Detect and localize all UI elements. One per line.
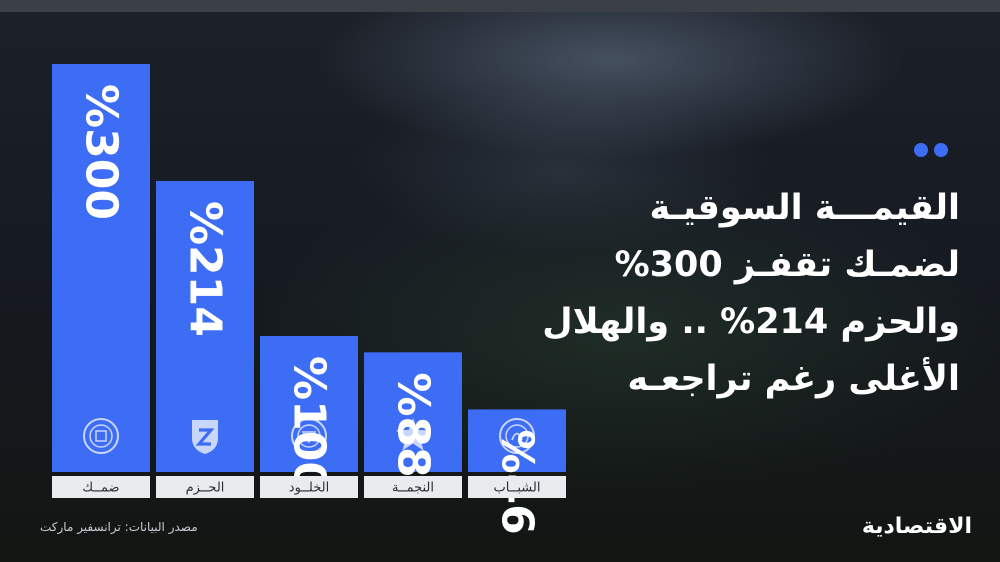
bar-value-label: %214 xyxy=(180,201,231,337)
category-label: الخلــود xyxy=(289,481,329,496)
al-najma-star-logo-icon xyxy=(395,418,431,451)
headline: القيمـــة السوقيـة لضمـك تقفـز 300% والح… xyxy=(542,180,960,408)
bar-value-label: %300 xyxy=(76,84,127,220)
bar xyxy=(260,336,358,472)
headline-line-4: الأغلى رغم تراجعـه xyxy=(627,359,960,399)
al-shabab-logo-icon xyxy=(499,418,535,454)
bar xyxy=(364,352,462,472)
dot-icon xyxy=(934,143,948,157)
decorative-dots xyxy=(914,143,948,157)
data-source: مصدر البيانات: ترانسفير ماركت xyxy=(40,520,198,534)
al-kholood-logo-icon xyxy=(291,418,327,454)
category-label-box xyxy=(364,476,462,498)
bar-value-label: %100 xyxy=(284,356,335,492)
bar xyxy=(52,64,150,472)
category-label-box xyxy=(156,476,254,498)
category-label-box xyxy=(52,476,150,498)
dot-icon xyxy=(914,143,928,157)
top-bar xyxy=(0,0,1000,12)
headline-line-3: والحزم 214% .. والهلال xyxy=(542,302,960,342)
category-label: الحــزم xyxy=(186,481,225,496)
al-hazem-logo-icon xyxy=(192,420,218,454)
headline-line-1: القيمـــة السوقيـة xyxy=(649,188,960,228)
brand-logo: الاقتصادية xyxy=(861,514,972,539)
category-label-box xyxy=(468,476,566,498)
category-label: الشبــاب xyxy=(494,481,541,496)
headline-line-2: لضمـك تقفـز 300% xyxy=(614,245,960,285)
category-label: ضمــك xyxy=(82,481,119,496)
category-label-box xyxy=(260,476,358,498)
category-label: النجمــة xyxy=(392,481,434,496)
damac-club-logo-icon xyxy=(83,418,119,454)
